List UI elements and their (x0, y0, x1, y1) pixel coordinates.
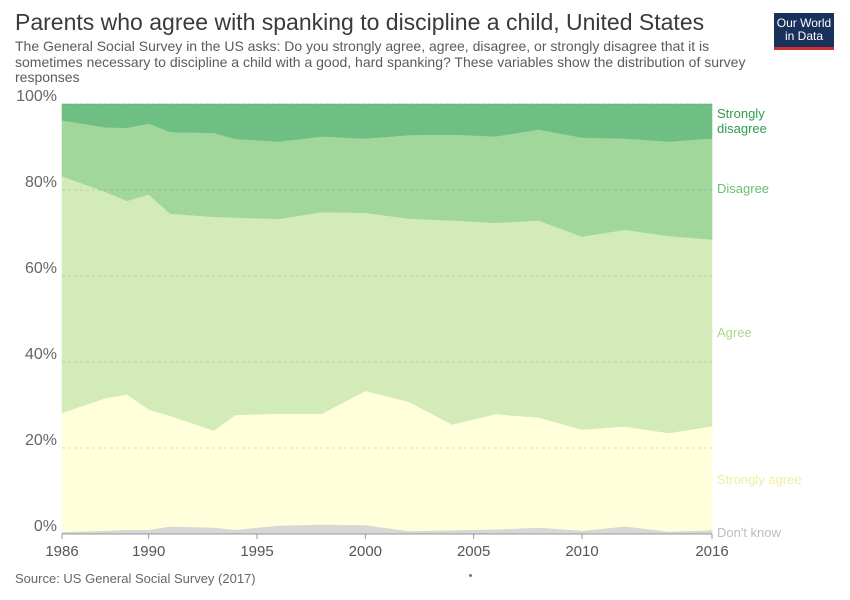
chart-subtitle: The General Social Survey in the US asks… (15, 38, 746, 85)
series-label: Strongly agree (717, 472, 802, 487)
chart-title: Parents who agree with spanking to disci… (15, 9, 705, 35)
y-tick-label: 60% (25, 260, 57, 277)
y-tick-label: 80% (25, 174, 57, 191)
series-label: Don't know (717, 525, 782, 540)
area-strongly-disagree (61, 103, 713, 142)
x-tick-label: 2005 (457, 543, 490, 560)
footer-dot (469, 574, 472, 577)
logo-line-1: Our World (776, 16, 832, 30)
source-note: Source: US General Social Survey (2017) (15, 571, 256, 586)
x-tick-label: 1990 (132, 543, 165, 560)
y-tick-label: 20% (25, 432, 57, 449)
owid-logo[interactable]: Our World in Data (774, 13, 834, 50)
series-label: Agree (717, 325, 752, 340)
series-label: Disagree (717, 181, 769, 196)
series-label: disagree (717, 121, 767, 136)
x-tick-label: 2000 (349, 543, 382, 560)
y-tick-label: 0% (34, 518, 57, 535)
x-tick-label: 2016 (695, 543, 728, 560)
logo-line-2: in Data (784, 29, 824, 43)
series-label: Strongly (717, 106, 765, 121)
x-tick-label: 1995 (240, 543, 273, 560)
y-tick-label: 100% (16, 88, 57, 105)
y-tick-label: 40% (25, 346, 57, 363)
x-tick-label: 2010 (565, 543, 598, 560)
x-tick-label: 1986 (45, 543, 78, 560)
